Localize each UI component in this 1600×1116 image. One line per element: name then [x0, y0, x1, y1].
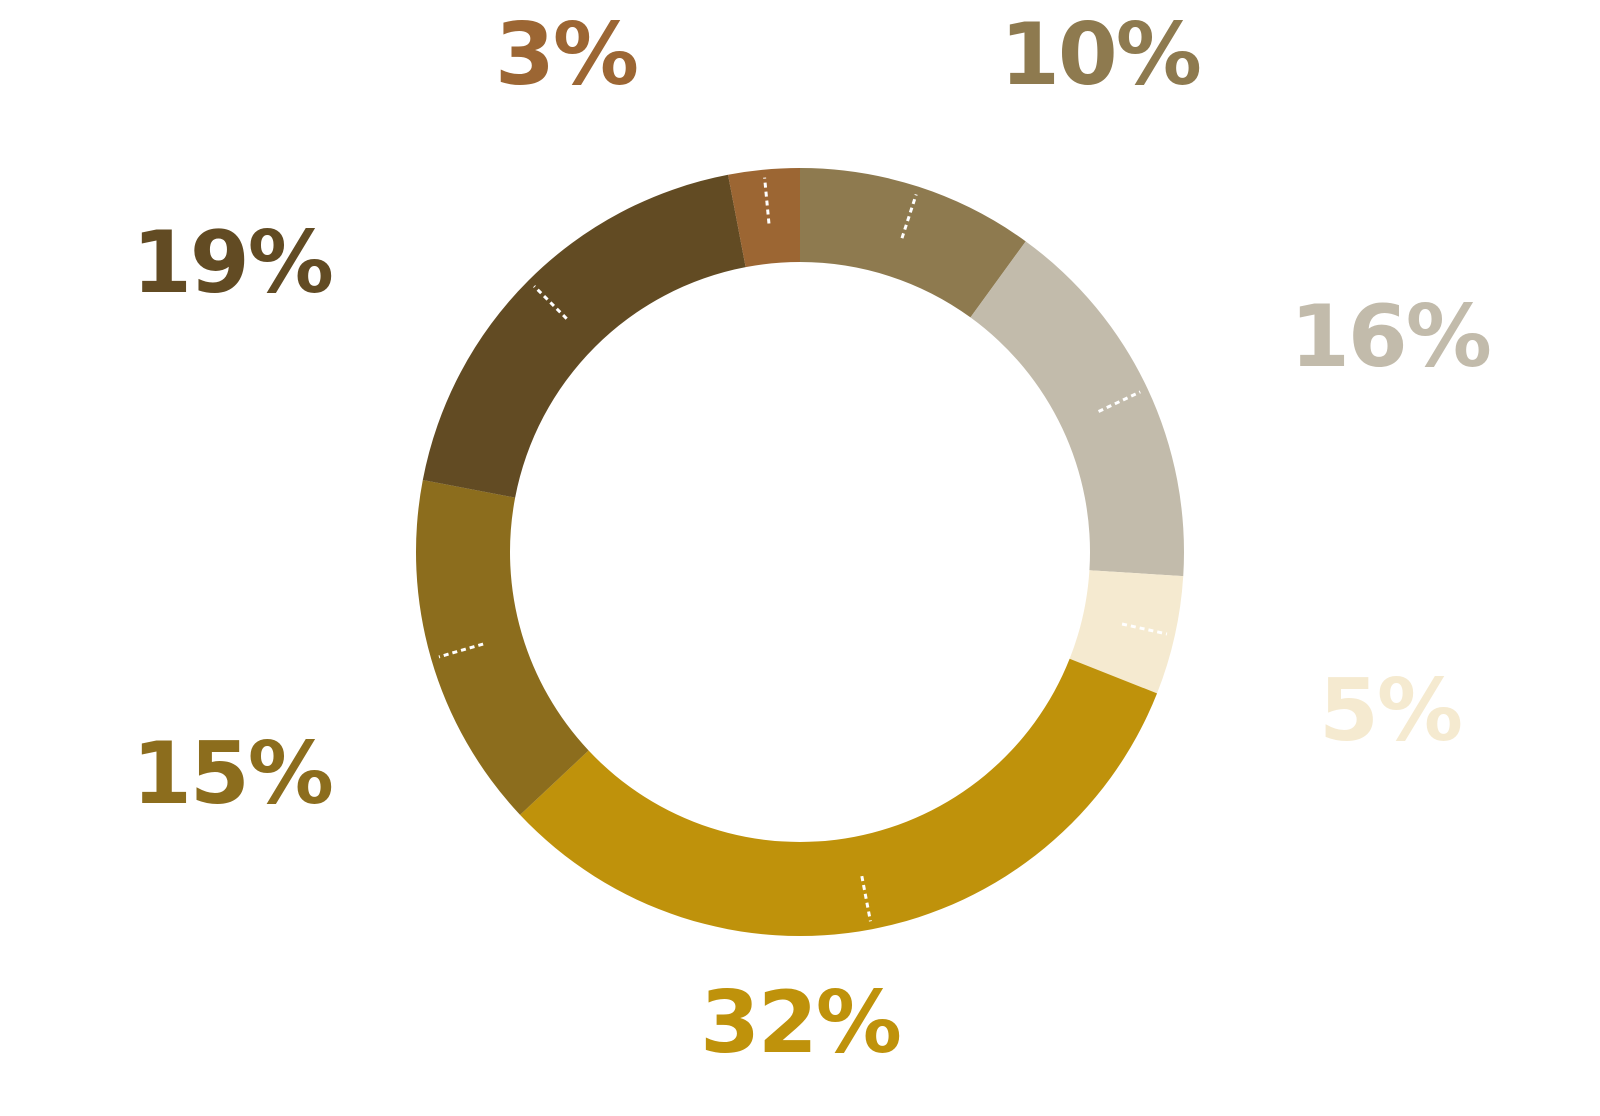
leader-line-32pct	[860, 875, 872, 922]
donut-slice-15pct	[416, 480, 589, 815]
slice-label-32pct: 32%	[700, 973, 900, 1073]
leader-line-10pct	[900, 193, 918, 239]
leader-line-5pct	[1121, 622, 1168, 636]
donut-slice-5pct	[1069, 570, 1184, 694]
donut-slice-3pct	[728, 168, 800, 268]
donut-slice-10pct	[800, 168, 1026, 318]
donut-slice-32pct	[520, 658, 1158, 937]
donut-slices	[416, 168, 1184, 937]
slice-label-3pct: 3%	[495, 5, 637, 105]
slice-labels: 10% 16% 5% 32% 15% 19% 3%	[132, 5, 1492, 1073]
slice-label-15pct: 15%	[132, 724, 332, 824]
leader-line-19pct	[533, 285, 568, 320]
leader-lines	[438, 177, 1168, 922]
leader-line-15pct	[438, 642, 484, 659]
donut-slice-19pct	[422, 174, 746, 498]
slice-label-16pct: 16%	[1290, 287, 1490, 387]
slice-label-19pct: 19%	[132, 213, 332, 313]
donut-slice-16pct	[970, 241, 1184, 577]
leader-line-16pct	[1097, 390, 1141, 413]
leader-line-3pct	[763, 177, 771, 224]
slice-label-10pct: 10%	[1000, 5, 1200, 105]
slice-label-5pct: 5%	[1319, 661, 1461, 761]
